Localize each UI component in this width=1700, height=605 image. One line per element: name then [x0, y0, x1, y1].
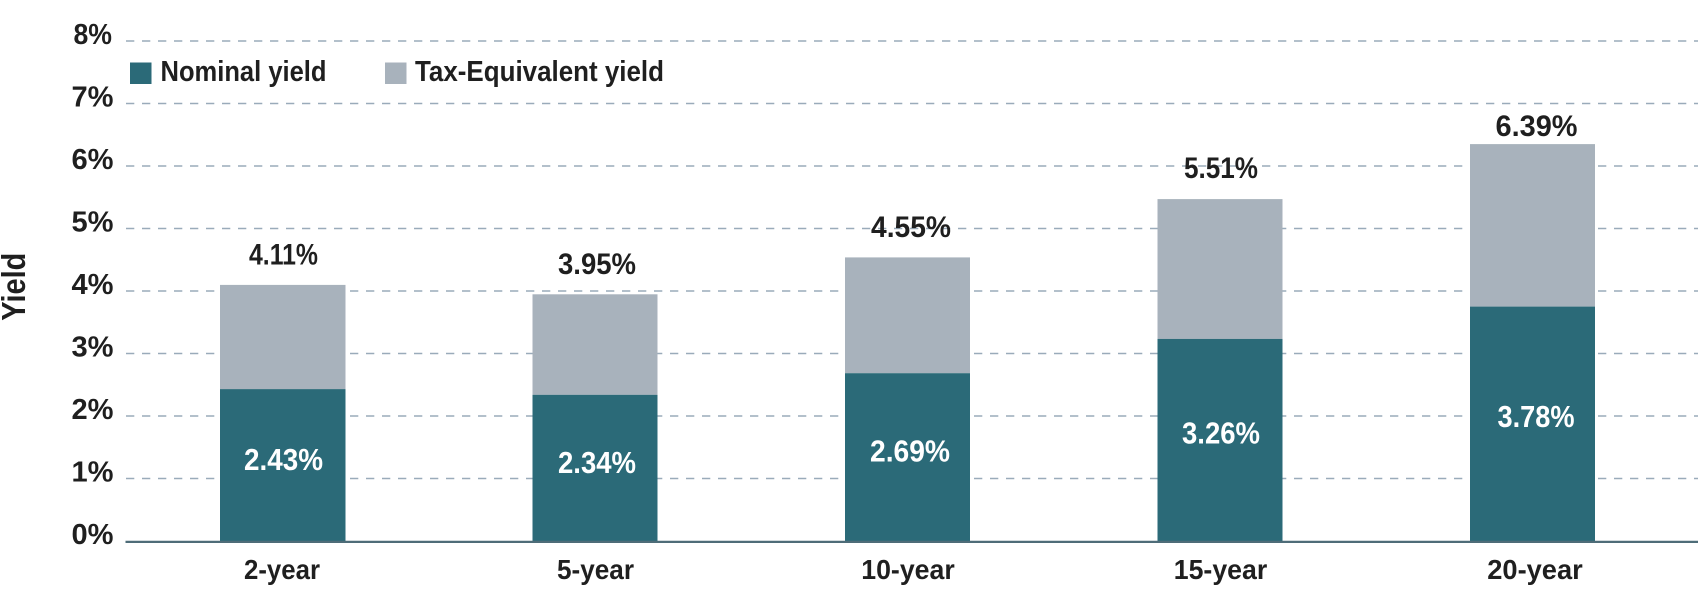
svg-text:0%: 0%: [72, 519, 114, 551]
svg-text:8%: 8%: [74, 19, 113, 51]
svg-text:Yield: Yield: [0, 253, 32, 321]
svg-text:2.43%: 2.43%: [244, 442, 323, 477]
svg-text:6%: 6%: [72, 144, 114, 176]
svg-text:5.51%: 5.51%: [1184, 152, 1258, 185]
svg-text:3.26%: 3.26%: [1182, 416, 1260, 451]
svg-text:15-year: 15-year: [1174, 554, 1268, 585]
svg-text:2%: 2%: [72, 394, 114, 426]
svg-text:6.39%: 6.39%: [1496, 110, 1578, 143]
svg-text:Nominal yield: Nominal yield: [161, 56, 327, 88]
svg-text:4.11%: 4.11%: [249, 239, 318, 272]
svg-text:3.78%: 3.78%: [1498, 399, 1575, 434]
svg-text:3%: 3%: [72, 332, 114, 364]
svg-text:7%: 7%: [72, 82, 114, 114]
svg-text:3.95%: 3.95%: [558, 248, 636, 281]
svg-text:5-year: 5-year: [557, 554, 634, 585]
svg-text:4.55%: 4.55%: [871, 211, 951, 244]
svg-text:Tax-Equivalent yield: Tax-Equivalent yield: [415, 56, 664, 88]
svg-text:5%: 5%: [72, 207, 114, 239]
svg-text:1%: 1%: [72, 457, 114, 489]
svg-text:2.69%: 2.69%: [870, 434, 950, 469]
svg-text:10-year: 10-year: [861, 554, 955, 585]
svg-text:4%: 4%: [72, 269, 114, 301]
svg-text:2-year: 2-year: [244, 554, 320, 585]
svg-text:2.34%: 2.34%: [558, 445, 636, 480]
svg-text:20-year: 20-year: [1487, 554, 1583, 585]
